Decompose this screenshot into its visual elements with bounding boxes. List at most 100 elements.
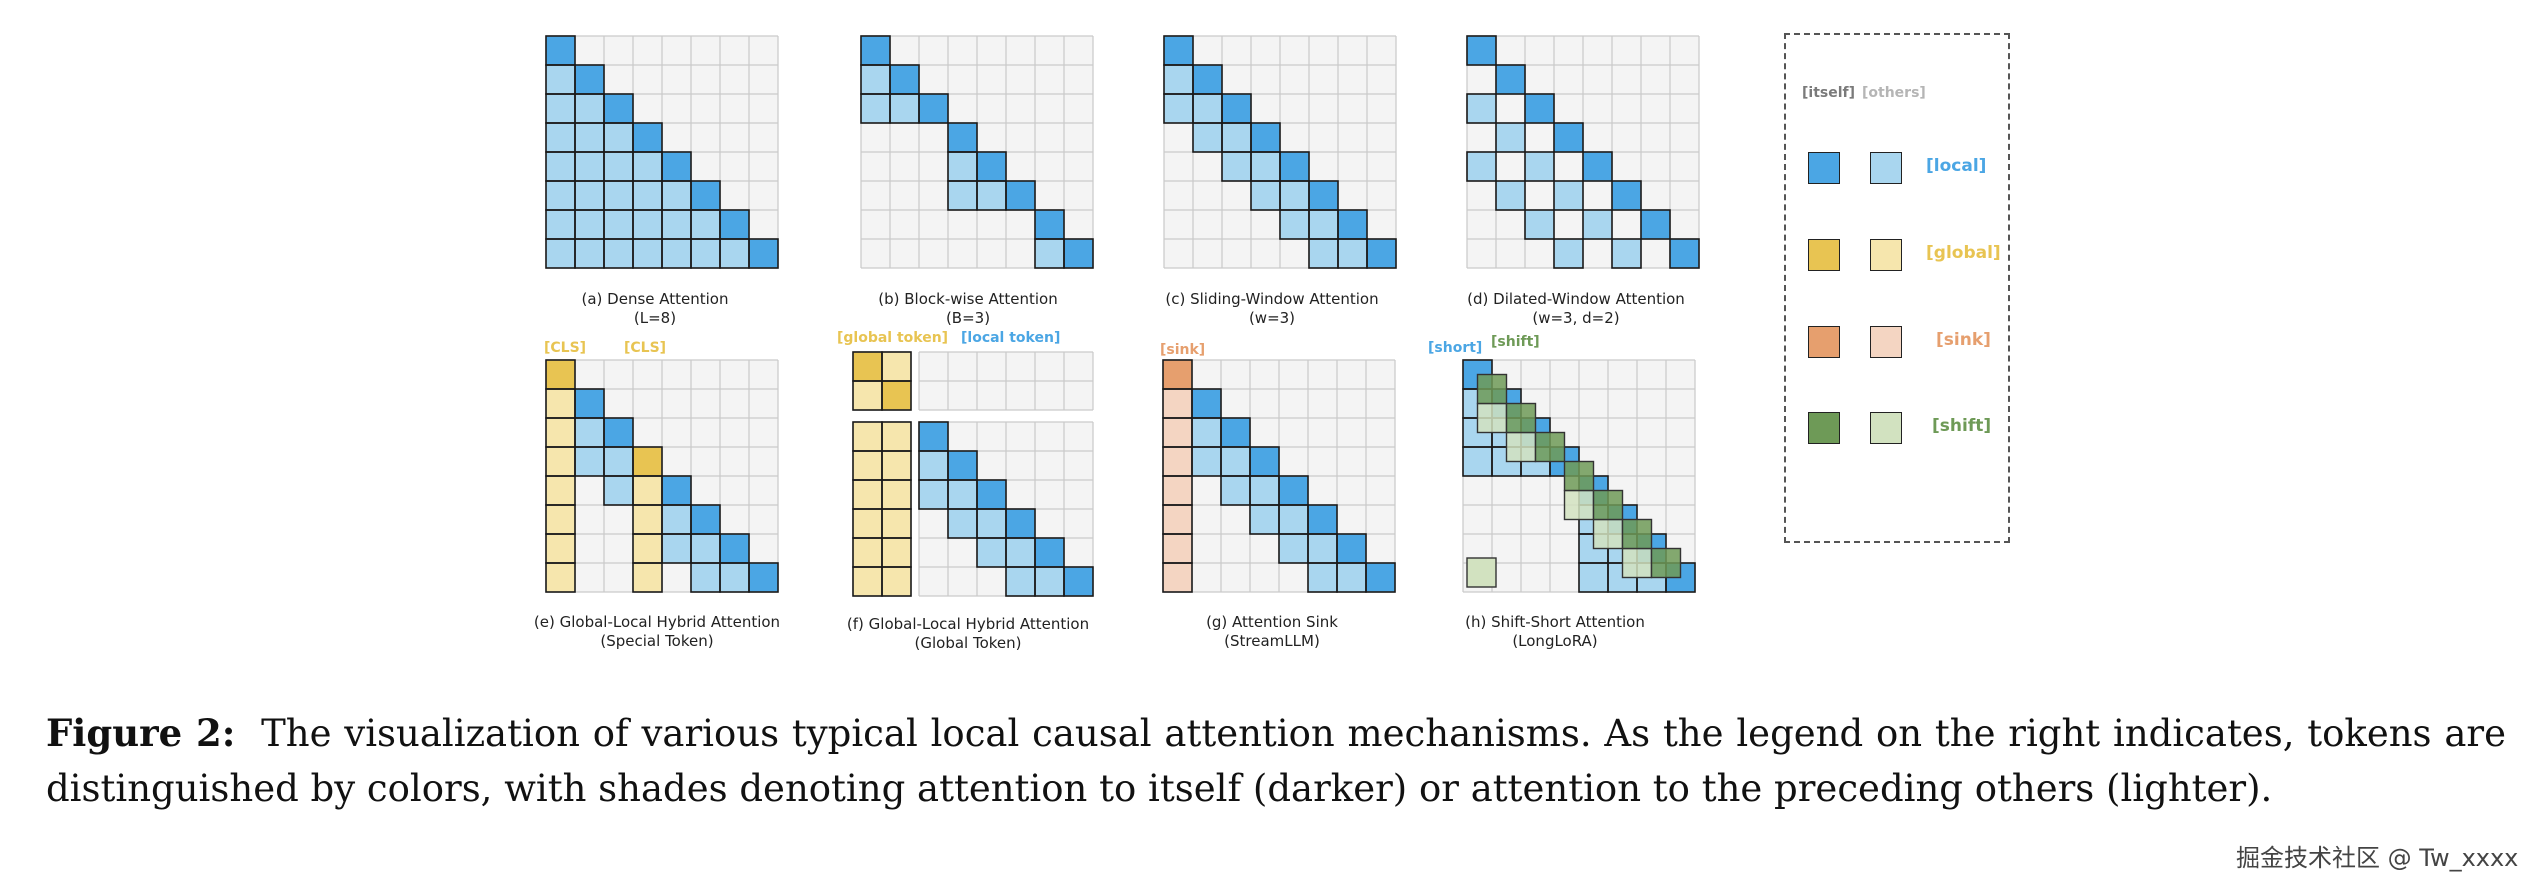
panel-e-cell [604,418,633,447]
panel-f-global-column-cell-border [881,566,912,597]
legend-head-itself: [itself] [1802,85,1856,101]
panel-g-caption: (g) Attention Sink (StreamLLM) [1206,613,1338,650]
panel-c-cell [1338,210,1367,239]
panel-h-shift-itself-square [1476,373,1508,405]
legend-shift-itself-swatch [1808,412,1840,444]
panel-a-cell [604,123,633,152]
panel-h-shift-wrap-square [1466,557,1497,588]
cls-tag-first: [CLS] [544,340,587,356]
legend-shift-label: [shift] [1932,416,1992,436]
panel-g-cell [1308,563,1337,592]
panel-d-cell [1554,181,1583,210]
panel-b-cell [861,94,890,123]
panel-d-cell-border [1466,93,1497,124]
panel-e-cell [691,563,720,592]
legend-shift-others-swatch [1870,412,1902,444]
panel-a-cell [575,239,604,268]
panel-a-cell [662,181,691,210]
panel-h-shift-others-square [1621,547,1653,579]
panel-g-cell-border [1162,562,1193,593]
panel-e-cell [633,534,662,563]
panel-d-cell [1612,181,1641,210]
panel-e-cell [575,447,604,476]
panel-e-cell [720,563,749,592]
panel-g-cell [1250,447,1279,476]
panel-d-cell [1496,123,1525,152]
watermark: 掘金技术社区 @ Tw_xxxx [2236,844,2519,872]
panel-d-cell-border [1582,209,1613,240]
panel-e-cell-border [632,562,663,593]
panel-b-cell [861,65,890,94]
panel-f-global-column-cell [882,451,911,480]
panel-d-cell-border [1524,151,1555,182]
panel-b-cell [890,65,919,94]
panel-a-cell [691,181,720,210]
panel-a-cell [662,210,691,239]
panel-a-cell [633,239,662,268]
panel-g-cell-border [1365,562,1396,593]
panel-e-cell [633,447,662,476]
panel-h-shift-others-square [1476,402,1508,434]
panel-e-cell [720,534,749,563]
panel-g-cell [1337,563,1366,592]
panel-b-cell [919,94,948,123]
panel-g-cell [1163,418,1192,447]
panel-a-cell [720,239,749,268]
legend-head-others: [others] [1862,85,1926,101]
cls-tag-second: [CLS] [624,340,667,356]
panel-f-global-column-cell [853,567,882,596]
panel-f-global-column-cell [853,480,882,509]
panel-d-cell [1496,181,1525,210]
panel-e-cell [662,476,691,505]
panel-a-cell [575,152,604,181]
panel-a-cell [546,36,575,65]
panel-d-caption: (d) Dilated-Window Attention (w=3, d=2) [1467,290,1685,327]
panel-h-shift-itself-square [1563,460,1595,492]
panel-g-cell [1163,563,1192,592]
panel-h-cell [1463,447,1492,476]
legend-local-label: [local] [1926,156,1987,176]
panel-g-cell [1163,534,1192,563]
panel-a-cell [662,152,691,181]
panel-c-cell [1280,210,1309,239]
panel-c-cell [1164,65,1193,94]
panel-c-cell [1309,239,1338,268]
panel-a-cell [546,94,575,123]
panel-g-cell [1163,505,1192,534]
panel-d-cell-border [1611,180,1642,211]
panel-d-cell-border [1495,64,1526,95]
panel-d-cell-border [1553,122,1584,153]
panel-c-cell [1309,210,1338,239]
panel-f-global-column-cell [882,538,911,567]
panel-e-cell-border [748,562,779,593]
panel-e-cell-border [545,562,576,593]
panel-e-cell [546,447,575,476]
legend-local-itself-swatch [1808,152,1840,184]
panel-d-cell [1467,152,1496,181]
panel-b-cell [948,123,977,152]
panel-f-global-column-cell [853,422,882,451]
panel-f-local-cell [1035,567,1064,596]
panel-b-cell [977,152,1006,181]
color-legend: [itself] [others] [local] [global] [sink… [1784,33,2010,543]
panel-d-cell [1641,210,1670,239]
legend-global-itself-swatch [1808,239,1840,271]
panel-e-cell [546,360,575,389]
panel-e-cell [575,418,604,447]
panel-h-shift-itself-square [1534,431,1566,463]
panel-d-cell-border [1553,238,1584,269]
panel-a-cell [546,210,575,239]
panel-d-cell [1496,65,1525,94]
panel-h-shift-itself-square [1505,402,1537,434]
panel-f-global-column-cell [882,567,911,596]
panel-f-local-cell [1064,567,1093,596]
panel-a-cell [575,210,604,239]
panel-d-cell [1583,152,1612,181]
panel-e-cell [546,563,575,592]
panel-a-cell [604,181,633,210]
panel-a-cell [749,239,778,268]
panel-g-cell [1192,418,1221,447]
panel-b-cell [948,152,977,181]
panel-h-shift-others-square [1505,431,1537,463]
panel-h-shift-itself-square [1592,489,1624,521]
